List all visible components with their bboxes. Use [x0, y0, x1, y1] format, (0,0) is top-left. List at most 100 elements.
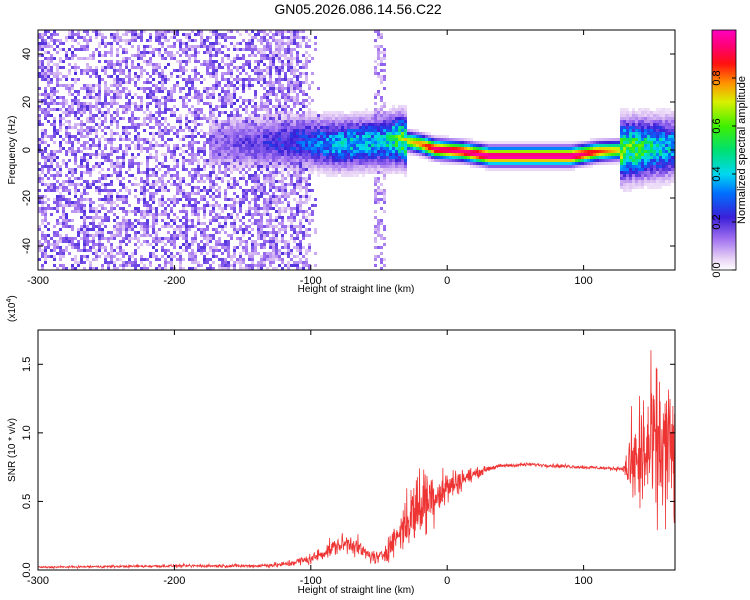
heatmap-cell	[68, 84, 71, 87]
heatmap-cell	[119, 93, 122, 96]
heatmap-cell	[161, 213, 164, 216]
heatmap-cell	[50, 150, 53, 153]
heatmap-cell	[185, 198, 188, 201]
heatmap-cell	[62, 219, 65, 222]
heatmap-cell	[167, 63, 170, 66]
heatmap-cell	[59, 249, 62, 252]
heatmap-cell	[116, 90, 119, 93]
heatmap-cell	[128, 132, 131, 135]
heatmap-cell	[77, 48, 80, 51]
heatmap-cell	[209, 156, 212, 159]
heatmap-cell	[233, 129, 236, 132]
heatmap-cell	[215, 30, 218, 33]
heatmap-cell	[287, 63, 290, 66]
heatmap-cell	[248, 153, 251, 156]
heatmap-cell	[185, 60, 188, 63]
heatmap-cell	[290, 96, 293, 99]
heatmap-cell	[326, 129, 329, 132]
heatmap-cell	[161, 189, 164, 192]
heatmap-cell	[209, 174, 212, 177]
heatmap-cell	[293, 219, 296, 222]
heatmap-cell	[323, 141, 326, 144]
heatmap-cell	[326, 159, 329, 162]
heatmap-cell	[377, 54, 380, 57]
heatmap-cell	[146, 258, 149, 261]
heatmap-cell	[194, 93, 197, 96]
heatmap-cell	[317, 87, 320, 90]
heatmap-cell	[269, 261, 272, 264]
heatmap-cell	[245, 183, 248, 186]
heatmap-cell	[161, 237, 164, 240]
heatmap-cell	[128, 204, 131, 207]
heatmap-cell	[203, 258, 206, 261]
heatmap-cell	[83, 249, 86, 252]
heatmap-cell	[230, 183, 233, 186]
heatmap-cell	[173, 204, 176, 207]
heatmap-cell	[281, 144, 284, 147]
heatmap-cell	[227, 123, 230, 126]
heatmap-cell	[170, 87, 173, 90]
heatmap-cell	[329, 174, 332, 177]
heatmap-cell	[263, 147, 266, 150]
heatmap-cell	[245, 198, 248, 201]
heatmap-cell	[116, 93, 119, 96]
heatmap-cell	[65, 198, 68, 201]
heatmap-cell	[224, 258, 227, 261]
heatmap-cell	[260, 48, 263, 51]
heatmap-cell	[281, 120, 284, 123]
heatmap-cell	[353, 111, 356, 114]
heatmap-cell	[125, 243, 128, 246]
heatmap-cell	[47, 159, 50, 162]
heatmap-cell	[212, 123, 215, 126]
heatmap-cell	[98, 237, 101, 240]
heatmap-cell	[263, 198, 266, 201]
heatmap-cell	[197, 180, 200, 183]
heatmap-cell	[257, 30, 260, 33]
heatmap-cell	[128, 264, 131, 267]
heatmap-cell	[257, 78, 260, 81]
heatmap-cell	[92, 54, 95, 57]
heatmap-cell	[221, 57, 224, 60]
heatmap-cell	[95, 150, 98, 153]
heatmap-cell	[50, 135, 53, 138]
heatmap-cell	[245, 240, 248, 243]
heatmap-cell	[152, 90, 155, 93]
heatmap-cell	[374, 183, 377, 186]
heatmap-cell	[263, 69, 266, 72]
heatmap-cell	[188, 255, 191, 258]
heatmap-cell	[92, 69, 95, 72]
heatmap-cell	[83, 255, 86, 258]
heatmap-cell	[272, 153, 275, 156]
heatmap-cell	[233, 78, 236, 81]
heatmap-cell	[143, 51, 146, 54]
heatmap-cell	[44, 57, 47, 60]
heatmap-cell	[257, 162, 260, 165]
heatmap-cell	[263, 63, 266, 66]
heatmap-cell	[110, 261, 113, 264]
heatmap-cell	[236, 180, 239, 183]
heatmap-cell	[89, 93, 92, 96]
heatmap-cell	[284, 132, 287, 135]
heatmap-cell	[116, 150, 119, 153]
heatmap-cell	[278, 90, 281, 93]
heatmap-cell	[305, 138, 308, 141]
heatmap-cell	[203, 243, 206, 246]
heatmap-cell	[299, 90, 302, 93]
heatmap-cell	[56, 78, 59, 81]
heatmap-cell	[140, 75, 143, 78]
heatmap-cell	[236, 165, 239, 168]
heatmap-cell	[374, 96, 377, 99]
heatmap-cell	[317, 150, 320, 153]
heatmap-cell	[203, 51, 206, 54]
heatmap-cell	[215, 72, 218, 75]
heatmap-cell	[347, 153, 350, 156]
heatmap-cell	[272, 147, 275, 150]
heatmap-cell	[77, 57, 80, 60]
heatmap-cell	[296, 159, 299, 162]
heatmap-cell	[245, 84, 248, 87]
heatmap-cell	[305, 111, 308, 114]
heatmap-cell	[239, 147, 242, 150]
heatmap-cell	[269, 69, 272, 72]
heatmap-cell	[305, 234, 308, 237]
heatmap-cell	[296, 63, 299, 66]
